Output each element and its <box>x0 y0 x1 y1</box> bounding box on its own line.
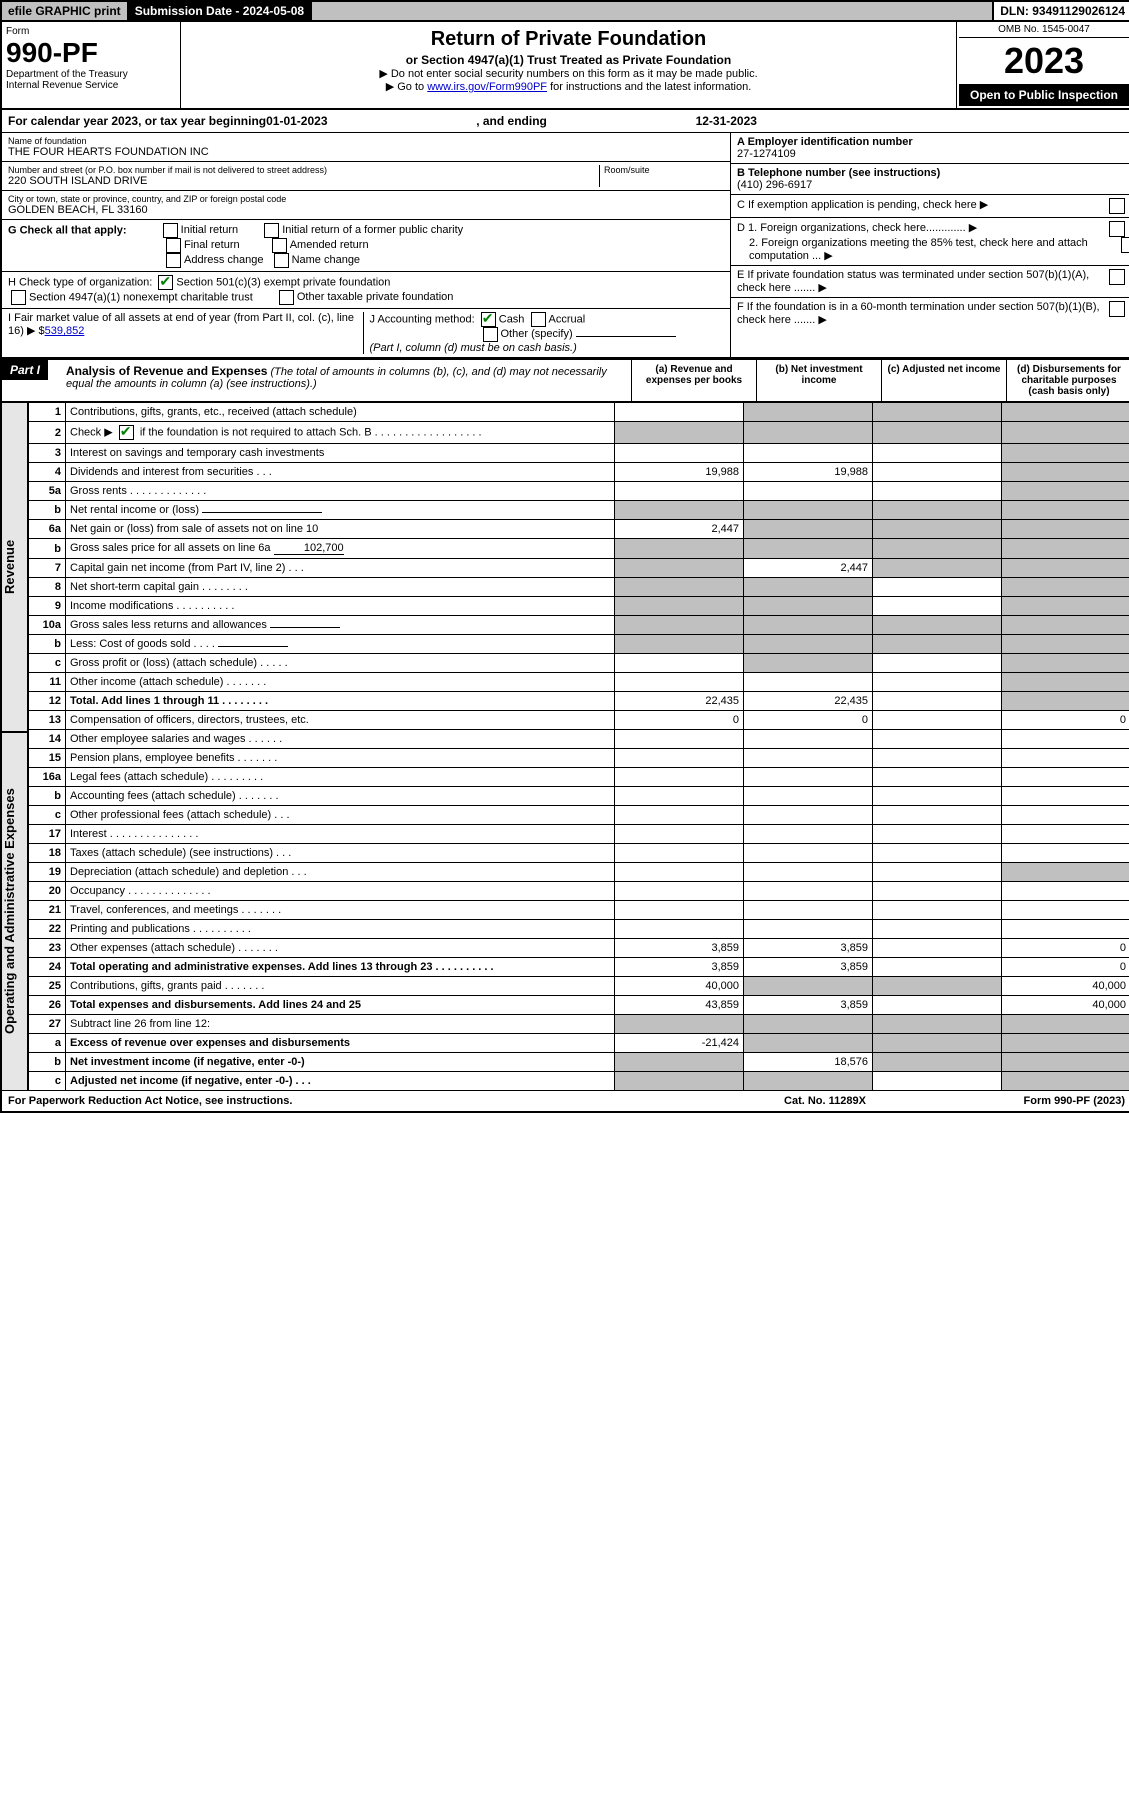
checkbox-accrual[interactable] <box>531 312 546 327</box>
calendar-year-row: For calendar year 2023, or tax year begi… <box>2 110 1129 133</box>
col-b-header: (b) Net investment income <box>756 360 881 401</box>
section-G: G Check all that apply: Initial return I… <box>2 220 730 272</box>
row-14: 14Other employee salaries and wages . . … <box>29 730 1129 749</box>
part1-body: Revenue Operating and Administrative Exp… <box>2 402 1129 1091</box>
street-address: 220 SOUTH ISLAND DRIVE <box>8 175 599 187</box>
section-H: H Check type of organization: Section 50… <box>2 272 730 309</box>
row-11: 11Other income (attach schedule) . . . .… <box>29 673 1129 692</box>
open-public: Open to Public Inspection <box>959 84 1129 106</box>
ein: 27-1274109 <box>737 148 796 160</box>
row-16b: bAccounting fees (attach schedule) . . .… <box>29 787 1129 806</box>
notice-1: ▶ Do not enter social security numbers o… <box>191 67 946 80</box>
checkbox-final-return[interactable] <box>166 238 181 253</box>
fmv-value[interactable]: 539,852 <box>45 325 85 337</box>
row-12: 12Total. Add lines 1 through 11 . . . . … <box>29 692 1129 711</box>
city-state-zip: GOLDEN BEACH, FL 33160 <box>8 204 724 216</box>
form-header: Form 990-PF Department of the Treasury I… <box>2 22 1129 110</box>
col-d-header: (d) Disbursements for charitable purpose… <box>1006 360 1129 401</box>
checkbox-initial-former[interactable] <box>264 223 279 238</box>
part1-header: Part I Analysis of Revenue and Expenses … <box>2 359 1129 402</box>
checkbox-other-method[interactable] <box>483 327 498 342</box>
part1-table: 1Contributions, gifts, grants, etc., rec… <box>28 402 1129 1091</box>
checkbox-C[interactable] <box>1109 198 1125 214</box>
row-22: 22Printing and publications . . . . . . … <box>29 920 1129 939</box>
row-6a: 6aNet gain or (loss) from sale of assets… <box>29 520 1129 539</box>
form-number-block: Form 990-PF Department of the Treasury I… <box>2 22 181 108</box>
row-3: 3Interest on savings and temporary cash … <box>29 444 1129 463</box>
row-24: 24Total operating and administrative exp… <box>29 958 1129 977</box>
year-block: OMB No. 1545-0047 2023 Open to Public In… <box>956 22 1129 108</box>
row-15: 15Pension plans, employee benefits . . .… <box>29 749 1129 768</box>
row-10c: cGross profit or (loss) (attach schedule… <box>29 654 1129 673</box>
phone: (410) 296-6917 <box>737 179 812 191</box>
form-title: Return of Private Foundation <box>191 28 946 51</box>
notice-2: ▶ Go to www.irs.gov/Form990PF for instru… <box>191 80 946 93</box>
row-27: 27Subtract line 26 from line 12: <box>29 1015 1129 1034</box>
col-c-header: (c) Adjusted net income <box>881 360 1006 401</box>
revenue-label: Revenue <box>2 402 28 732</box>
row-27c: cAdjusted net income (if negative, enter… <box>29 1072 1129 1091</box>
omb-number: OMB No. 1545-0047 <box>959 24 1129 38</box>
tax-year: 2023 <box>959 40 1129 82</box>
topbar-spacer <box>312 2 994 20</box>
efile-label: efile GRAPHIC print <box>2 2 129 20</box>
checkbox-other-taxable[interactable] <box>279 290 294 305</box>
checkbox-initial-return[interactable] <box>163 223 178 238</box>
row-27b: bNet investment income (if negative, ent… <box>29 1053 1129 1072</box>
checkbox-cash[interactable] <box>481 312 496 327</box>
checkbox-D2[interactable] <box>1121 237 1129 253</box>
row-21: 21Travel, conferences, and meetings . . … <box>29 901 1129 920</box>
identity-block: Name of foundation THE FOUR HEARTS FOUND… <box>2 133 1129 359</box>
form-subtitle: or Section 4947(a)(1) Trust Treated as P… <box>191 53 946 67</box>
row-16c: cOther professional fees (attach schedul… <box>29 806 1129 825</box>
checkbox-F[interactable] <box>1109 301 1125 317</box>
row-9: 9Income modifications . . . . . . . . . … <box>29 597 1129 616</box>
checkbox-4947a1[interactable] <box>11 290 26 305</box>
row-26: 26Total expenses and disbursements. Add … <box>29 996 1129 1015</box>
row-17: 17Interest . . . . . . . . . . . . . . . <box>29 825 1129 844</box>
identity-right: A Employer identification number27-12741… <box>730 133 1129 357</box>
page-footer: For Paperwork Reduction Act Notice, see … <box>2 1091 1129 1111</box>
checkbox-501c3[interactable] <box>158 275 173 290</box>
form-title-block: Return of Private Foundation or Section … <box>181 22 956 108</box>
row-1: 1Contributions, gifts, grants, etc., rec… <box>29 403 1129 422</box>
row-19: 19Depreciation (attach schedule) and dep… <box>29 863 1129 882</box>
row-8: 8Net short-term capital gain . . . . . .… <box>29 578 1129 597</box>
row-4: 4Dividends and interest from securities … <box>29 463 1129 482</box>
form990pf-link[interactable]: www.irs.gov/Form990PF <box>427 81 547 93</box>
dln: DLN: 93491129026124 <box>994 2 1129 20</box>
top-bar: efile GRAPHIC print Submission Date - 20… <box>2 2 1129 22</box>
expenses-label: Operating and Administrative Expenses <box>2 732 28 1091</box>
row-23: 23Other expenses (attach schedule) . . .… <box>29 939 1129 958</box>
form-990pf-page1: efile GRAPHIC print Submission Date - 20… <box>0 0 1129 1113</box>
row-16a: 16aLegal fees (attach schedule) . . . . … <box>29 768 1129 787</box>
identity-left: Name of foundation THE FOUR HEARTS FOUND… <box>2 133 730 357</box>
checkbox-name-change[interactable] <box>274 253 289 268</box>
checkbox-D1[interactable] <box>1109 221 1125 237</box>
row-13: 13Compensation of officers, directors, t… <box>29 711 1129 730</box>
foundation-name: THE FOUR HEARTS FOUNDATION INC <box>8 146 724 158</box>
row-27a: aExcess of revenue over expenses and dis… <box>29 1034 1129 1053</box>
checkbox-address-change[interactable] <box>166 253 181 268</box>
row-5a: 5aGross rents . . . . . . . . . . . . . <box>29 482 1129 501</box>
section-I: I Fair market value of all assets at end… <box>8 312 363 354</box>
submission-date: Submission Date - 2024-05-08 <box>129 2 312 20</box>
row-7: 7Capital gain net income (from Part IV, … <box>29 559 1129 578</box>
row-5b: bNet rental income or (loss) <box>29 501 1129 520</box>
row-25: 25Contributions, gifts, grants paid . . … <box>29 977 1129 996</box>
row-6b: bGross sales price for all assets on lin… <box>29 539 1129 559</box>
row-2: 2Check ▶ if the foundation is not requir… <box>29 422 1129 444</box>
row-10a: 10aGross sales less returns and allowanc… <box>29 616 1129 635</box>
row-20: 20Occupancy . . . . . . . . . . . . . . <box>29 882 1129 901</box>
col-a-header: (a) Revenue and expenses per books <box>631 360 756 401</box>
checkbox-schB[interactable] <box>119 425 134 440</box>
checkbox-E[interactable] <box>1109 269 1125 285</box>
checkbox-amended[interactable] <box>272 238 287 253</box>
row-18: 18Taxes (attach schedule) (see instructi… <box>29 844 1129 863</box>
section-J: J Accounting method: Cash Accrual Other … <box>363 312 725 354</box>
row-10b: bLess: Cost of goods sold . . . . <box>29 635 1129 654</box>
